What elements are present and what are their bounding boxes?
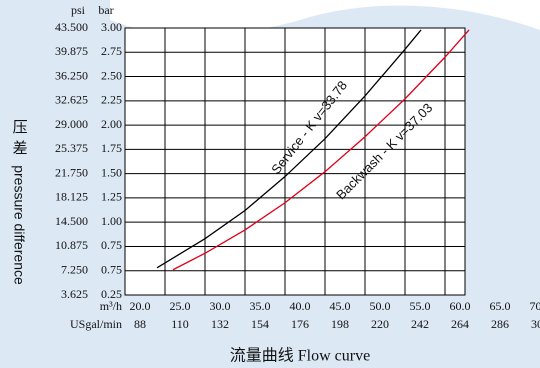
y-tick-label: 0.75 (101, 262, 122, 276)
x-tick-label: 30.0 (210, 299, 231, 313)
x2-tick-label: 132 (211, 317, 229, 331)
chart-title: 流量曲线 Flow curve (230, 347, 370, 365)
y-tick-label: 1.25 (101, 190, 122, 204)
y-tick-label: 2.25 (101, 93, 122, 107)
curve (172, 29, 470, 271)
x2-tick-label: 198 (331, 317, 349, 331)
psi-tick-label: 3.625 (61, 287, 88, 301)
y-tick-label: 1.75 (101, 141, 122, 155)
y-tick-label: 0.75 (101, 238, 122, 252)
x2-tick-label: 264 (451, 317, 469, 331)
psi-tick-label: 18.125 (55, 190, 88, 204)
psi-tick-label: 10.875 (55, 238, 88, 252)
psi-tick-label: 21.750 (55, 165, 88, 179)
psi-tick-label: 32.625 (55, 93, 88, 107)
x-tick-label: 50.0 (370, 299, 391, 313)
x2-tick-label: 220 (371, 317, 389, 331)
x2-tick-label: 110 (171, 317, 189, 331)
x-tick-label: 40.0 (290, 299, 311, 313)
psi-tick-label: 14.500 (55, 214, 88, 228)
x2-title: USgal/min (70, 317, 122, 331)
x2-tick-label: 176 (291, 317, 309, 331)
x-tick-label: 60.0 (450, 299, 471, 313)
x2-tick-label: 242 (411, 317, 429, 331)
psi-tick-label: 29.000 (55, 117, 88, 131)
x-title: m³/h (100, 299, 122, 313)
x2-tick-label: 88 (134, 317, 146, 331)
psi-tick-label: 36.250 (55, 68, 88, 82)
y-label: pressure difference (11, 165, 27, 285)
x2-tick-label: 154 (251, 317, 269, 331)
y-label-cn: 压差 (11, 119, 28, 161)
x-tick-label: 20.0 (130, 299, 151, 313)
x-tick-label: 35.0 (250, 299, 271, 313)
y-tick-label: 3.00 (101, 20, 122, 34)
x-tick-label: 70.0 (530, 299, 540, 313)
y-tick-label: 0.25 (101, 287, 122, 301)
plot-frame (124, 27, 466, 296)
x-tick-label: 25.0 (170, 299, 191, 313)
x2-tick-label: 286 (491, 317, 509, 331)
psi-tick-label: 25.375 (55, 141, 88, 155)
psi-tick-label: 43.500 (55, 20, 88, 34)
curve (156, 29, 422, 269)
x-tick-label: 55.0 (410, 299, 431, 313)
psi-tick-label: 39.875 (55, 44, 88, 58)
psi-title: psi (71, 3, 86, 17)
wave (110, 0, 540, 35)
y-tick-label: 2.75 (101, 44, 122, 58)
x-tick-label: 65.0 (490, 299, 511, 313)
bar-title: bar (98, 3, 113, 17)
x2-tick-label: 308 (531, 317, 540, 331)
y-tick-label: 2.00 (101, 117, 122, 131)
psi-tick-label: 7.250 (61, 262, 88, 276)
y-tick-label: 2.50 (101, 68, 122, 82)
x-tick-label: 45.0 (330, 299, 351, 313)
y-tick-label: 1.00 (101, 214, 122, 228)
y-tick-label: 1.50 (101, 165, 122, 179)
